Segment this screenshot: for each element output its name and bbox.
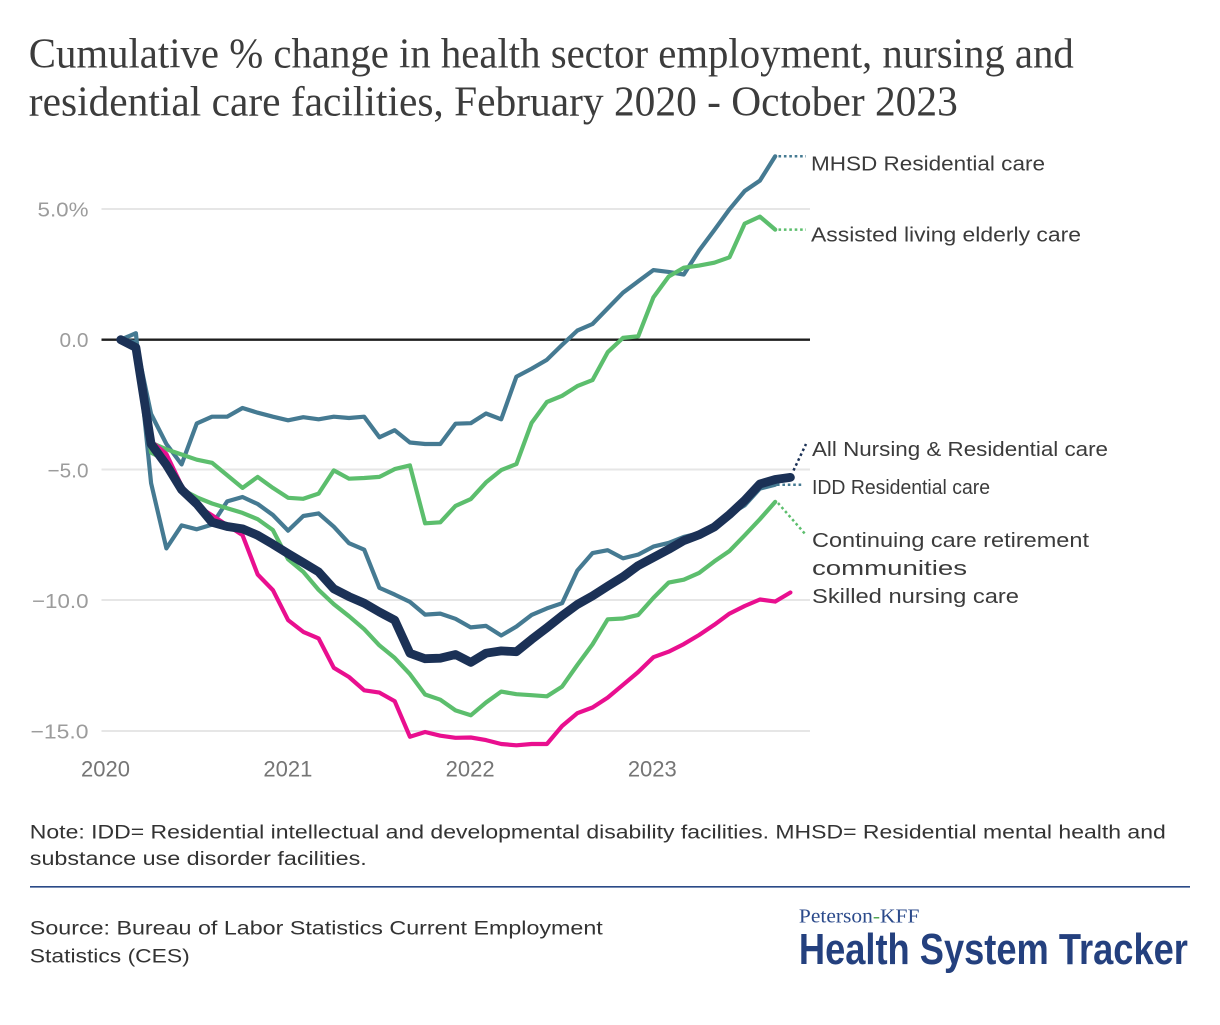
svg-text:−5.0: −5.0 xyxy=(48,459,89,482)
svg-text:Cumulative % change in health: Cumulative % change in health sector emp… xyxy=(29,32,1074,78)
svg-text:Continuing care retirement: Continuing care retirement xyxy=(812,529,1089,552)
svg-text:IDD Residential care: IDD Residential care xyxy=(812,476,990,499)
svg-text:substance use disorder facilit: substance use disorder facilities. xyxy=(30,849,367,870)
svg-text:communities: communities xyxy=(812,557,967,580)
svg-text:Note: IDD= Residential intelle: Note: IDD= Residential intellectual and … xyxy=(30,823,1166,844)
svg-text:−10.0: −10.0 xyxy=(32,590,89,613)
svg-text:2022: 2022 xyxy=(446,756,495,781)
svg-text:−15.0: −15.0 xyxy=(31,720,89,743)
svg-text:Health System Tracker: Health System Tracker xyxy=(799,925,1188,974)
svg-text:2021: 2021 xyxy=(263,756,312,781)
svg-text:All Nursing & Residential care: All Nursing & Residential care xyxy=(812,438,1108,461)
svg-text:2020: 2020 xyxy=(81,756,130,781)
svg-text:Statistics (CES): Statistics (CES) xyxy=(30,947,190,968)
svg-text:Peterson-KFF: Peterson -KFF xyxy=(799,906,920,928)
svg-text:MHSD Residential care: MHSD Residential care xyxy=(811,153,1045,176)
svg-text:5.0%: 5.0% xyxy=(38,199,89,222)
svg-text:Skilled nursing care: Skilled nursing care xyxy=(812,585,1019,608)
svg-text:residential care facilities, F: residential care facilities, February 20… xyxy=(29,80,958,126)
svg-text:2023: 2023 xyxy=(628,756,677,781)
svg-text:Assisted living elderly care: Assisted living elderly care xyxy=(811,224,1081,247)
svg-text:0.0: 0.0 xyxy=(60,329,89,352)
svg-text:Source: Bureau of Labor Statis: Source: Bureau of Labor Statistics Curre… xyxy=(30,919,604,940)
